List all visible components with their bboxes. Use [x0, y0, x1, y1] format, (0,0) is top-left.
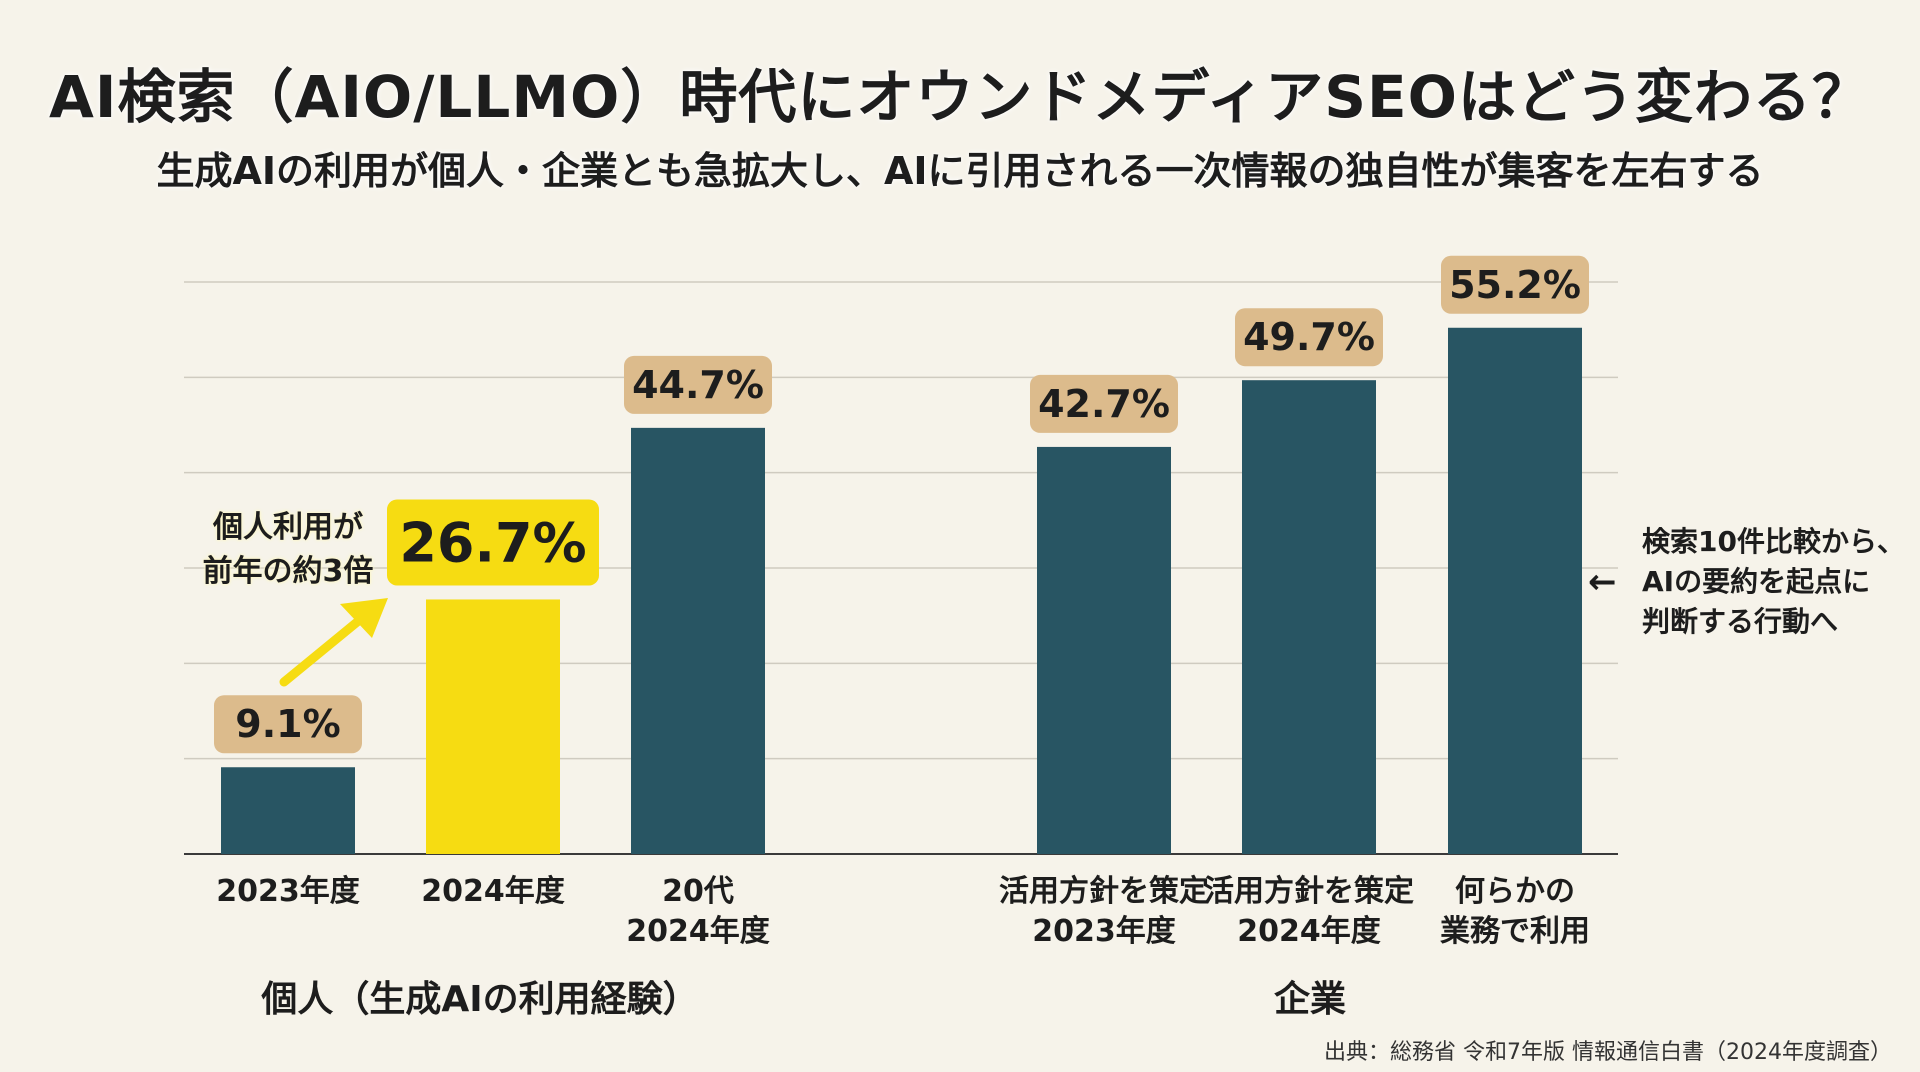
bar — [631, 427, 765, 854]
data-label-box — [387, 499, 599, 586]
data-label: 44.7% — [632, 363, 764, 407]
x-tick-label: 活用方針を策定 2024年度 — [1204, 874, 1414, 949]
source-note: 出典：総務省 令和7年版 情報通信白書（2024年度調査） — [1324, 1040, 1892, 1065]
group-label: 個人（生成AIの利用経験） — [261, 979, 699, 1020]
x-tick-label: 2024年度 — [421, 874, 565, 909]
bar — [1037, 446, 1171, 854]
data-label-box — [1030, 374, 1178, 433]
x-tick-label: 2023年度 — [216, 874, 360, 909]
callout-text: 個人利用が 前年の約3倍 — [202, 510, 374, 589]
data-label-box — [624, 355, 772, 414]
x-tick-label: 20代 2024年度 — [626, 874, 770, 949]
chart-title: AI検索（AIO/LLMO）時代にオウンドメディアSEOはどう変わる？ — [48, 63, 1871, 131]
data-label: 9.1% — [235, 702, 340, 746]
callout-arrow — [279, 613, 367, 687]
side-note-arrow: ← — [1588, 562, 1617, 602]
data-label-box — [1441, 255, 1589, 314]
data-label: 26.7% — [399, 511, 586, 574]
data-label-box — [214, 695, 362, 754]
side-note: 検索10件比較から、 AIの要約を起点に 判断する行動へ — [1642, 525, 1905, 638]
bar — [426, 599, 560, 854]
bar — [1448, 327, 1582, 854]
x-tick-label: 活用方針を策定 2023年度 — [999, 874, 1209, 949]
bar — [221, 767, 355, 854]
data-label: 42.7% — [1038, 382, 1170, 426]
callout-arrow-head — [340, 598, 388, 638]
group-label: 企業 — [1273, 979, 1347, 1020]
bar — [1242, 380, 1376, 854]
data-label: 55.2% — [1449, 263, 1581, 307]
x-tick-label: 何らかの 業務で利用 — [1440, 874, 1590, 949]
data-label-box — [1235, 308, 1383, 367]
chart-subtitle: 生成AIの利用が個人・企業とも急拡大し、AIに引用される一次情報の独自性が集客を… — [156, 149, 1764, 193]
data-label: 49.7% — [1243, 315, 1375, 359]
